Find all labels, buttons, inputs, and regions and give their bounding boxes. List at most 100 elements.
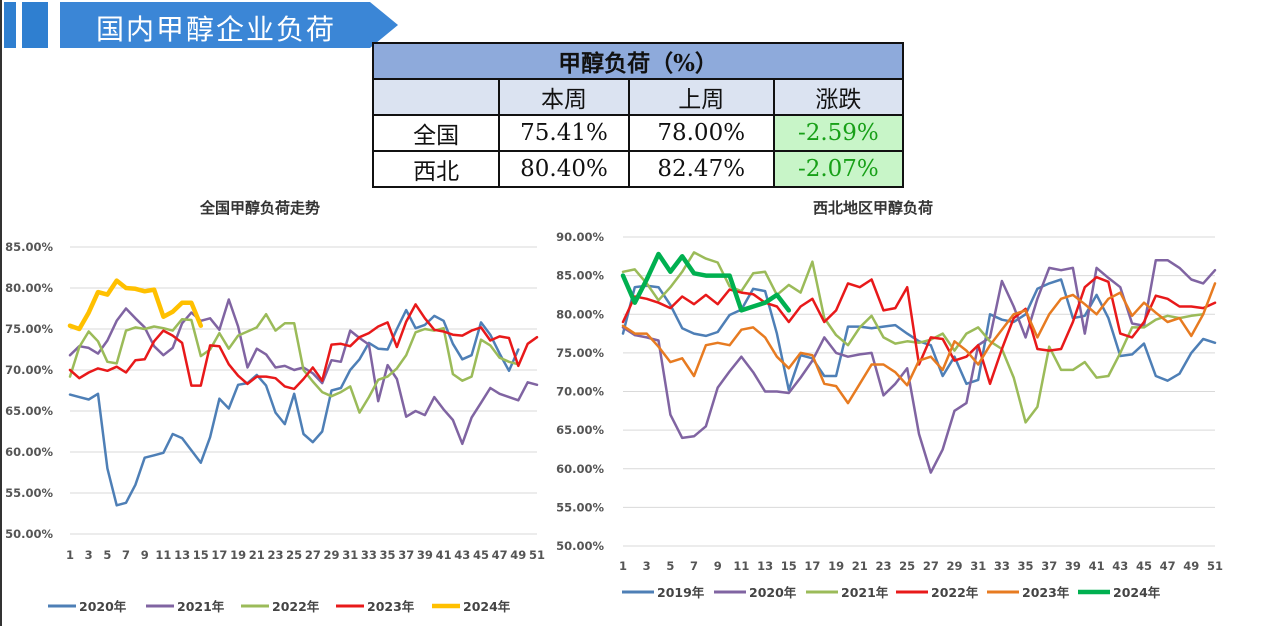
- x-tick-label: 25: [899, 559, 915, 573]
- x-tick-label: 39: [1065, 559, 1081, 573]
- series-line-2020年: [621, 258, 1217, 474]
- x-tick-label: 21: [852, 559, 868, 573]
- left-rule: [0, 0, 2, 626]
- x-tick-label: 41: [436, 548, 452, 562]
- chart-title-northwest: 西北地区甲醇负荷: [813, 199, 934, 217]
- y-tick-label: 85.00%: [556, 269, 604, 283]
- series-line-2021年: [621, 251, 1205, 424]
- col-header-change: 涨跌: [772, 78, 905, 116]
- x-tick-label: 19: [828, 559, 844, 573]
- y-tick-label: 70.00%: [5, 363, 53, 377]
- x-tick-label: 3: [85, 548, 93, 562]
- page-title: 国内甲醇企业负荷: [96, 13, 337, 46]
- x-tick-label: 3: [643, 559, 651, 573]
- table-row: 西北 80.40% 82.47% -2.07%: [371, 150, 905, 188]
- header-banner: 国内甲醇企业负荷: [60, 2, 398, 48]
- x-tick-label: 43: [454, 548, 470, 562]
- table-row: 全国 75.41% 78.00% -2.59%: [371, 114, 905, 152]
- x-tick-label: 31: [342, 548, 358, 562]
- x-tick-label: 31: [970, 559, 986, 573]
- col-header-last-week: 上周: [627, 78, 775, 116]
- x-tick-label: 13: [757, 559, 773, 573]
- x-tick-label: 1: [619, 559, 627, 573]
- x-tick-label: 27: [923, 559, 939, 573]
- series-line-2024年: [620, 251, 792, 313]
- row-region: 全国: [371, 114, 501, 152]
- legend-label: 2024年: [1113, 585, 1161, 600]
- x-tick-label: 37: [398, 548, 414, 562]
- series-line-2023年: [621, 282, 1217, 405]
- legend-label: 2022年: [272, 599, 320, 614]
- legend-label: 2022年: [931, 585, 979, 600]
- x-tick-label: 5: [103, 548, 111, 562]
- x-tick-label: 21: [249, 548, 265, 562]
- series-line-2020年: [68, 308, 520, 507]
- y-tick-label: 85.00%: [5, 240, 53, 254]
- x-tick-label: 33: [994, 559, 1010, 573]
- series-line-2022年: [621, 275, 1217, 386]
- x-tick-label: 15: [193, 548, 209, 562]
- x-tick-label: 11: [155, 548, 171, 562]
- x-tick-label: 23: [875, 559, 891, 573]
- national-load-chart: 85.00% 80.00% 75.00% 70.00% 65.00% 60.00% 55.0…: [5, 240, 545, 614]
- legend-label: 2021年: [841, 585, 889, 600]
- x-tick-label: 33: [361, 548, 377, 562]
- x-tick-label: 15: [781, 559, 797, 573]
- table-corner-cell: [371, 78, 501, 116]
- legend-label: 2021年: [177, 599, 225, 614]
- x-tick-label: 45: [473, 548, 489, 562]
- col-header-this-week: 本周: [498, 78, 630, 116]
- x-tick-label: 9: [714, 559, 722, 573]
- x-tick-label: 49: [510, 548, 526, 562]
- table-header-row: 本周 上周 涨跌: [371, 78, 905, 116]
- y-tick-label: 55.00%: [556, 500, 604, 514]
- x-tick-label: 27: [305, 548, 321, 562]
- row-last-week: 82.47%: [627, 150, 775, 188]
- y-tick-label: 60.00%: [556, 462, 604, 476]
- x-tick-label: 37: [1041, 559, 1057, 573]
- x-tick-label: 41: [1089, 559, 1105, 573]
- legend-label: 2023年: [1022, 585, 1070, 600]
- x-tick-label: 11: [733, 559, 749, 573]
- x-tick-label: 29: [947, 559, 963, 573]
- y-tick-label: 50.00%: [5, 527, 53, 541]
- legend-label: 2024年: [463, 599, 511, 614]
- x-tick-label: 7: [690, 559, 698, 573]
- y-tick-label: 50.00%: [556, 539, 604, 553]
- row-change: -2.07%: [772, 150, 905, 188]
- x-tick-label: 17: [211, 548, 227, 562]
- row-region: 西北: [371, 150, 501, 188]
- x-tick-label: 1: [66, 548, 74, 562]
- y-tick-label: 70.00%: [556, 385, 604, 399]
- x-tick-label: 19: [230, 548, 246, 562]
- northwest-load-chart: 90.00% 85.00% 80.00% 75.00% 70.00% 65.00% 60.0…: [556, 230, 1223, 600]
- y-tick-label: 55.00%: [5, 486, 53, 500]
- y-tick-label: 65.00%: [556, 423, 604, 437]
- x-tick-label: 13: [174, 548, 190, 562]
- row-last-week: 78.00%: [627, 114, 775, 152]
- x-tick-label: 45: [1136, 559, 1152, 573]
- series-line-2022年: [68, 312, 520, 414]
- x-tick-label: 49: [1183, 559, 1199, 573]
- series-line-2019年: [621, 278, 1217, 392]
- x-tick-label: 35: [1018, 559, 1034, 573]
- x-tick-label: 47: [492, 548, 508, 562]
- row-this-week: 75.41%: [498, 114, 630, 152]
- series-line-2023年: [68, 303, 539, 391]
- table-title: 甲醇负荷（%）: [372, 42, 904, 80]
- load-summary-table: 甲醇负荷（%） 本周 上周 涨跌 全国 75.41% 78.00% -2.59%…: [371, 42, 905, 188]
- legend-label: 2020年: [749, 585, 797, 600]
- y-tick-label: 80.00%: [5, 281, 53, 295]
- x-tick-label: 47: [1160, 559, 1176, 573]
- y-tick-label: 60.00%: [5, 445, 53, 459]
- x-tick-label: 51: [1207, 559, 1223, 573]
- chart-title-national: 全国甲醇负荷走势: [200, 199, 321, 217]
- x-tick-label: 51: [529, 548, 545, 562]
- row-change: -2.59%: [772, 114, 905, 152]
- x-tick-label: 5: [666, 559, 674, 573]
- x-tick-label: 35: [380, 548, 396, 562]
- header-accent-bar: [4, 2, 16, 48]
- y-tick-label: 75.00%: [5, 322, 53, 336]
- y-tick-label: 75.00%: [556, 346, 604, 360]
- x-tick-label: 7: [122, 548, 130, 562]
